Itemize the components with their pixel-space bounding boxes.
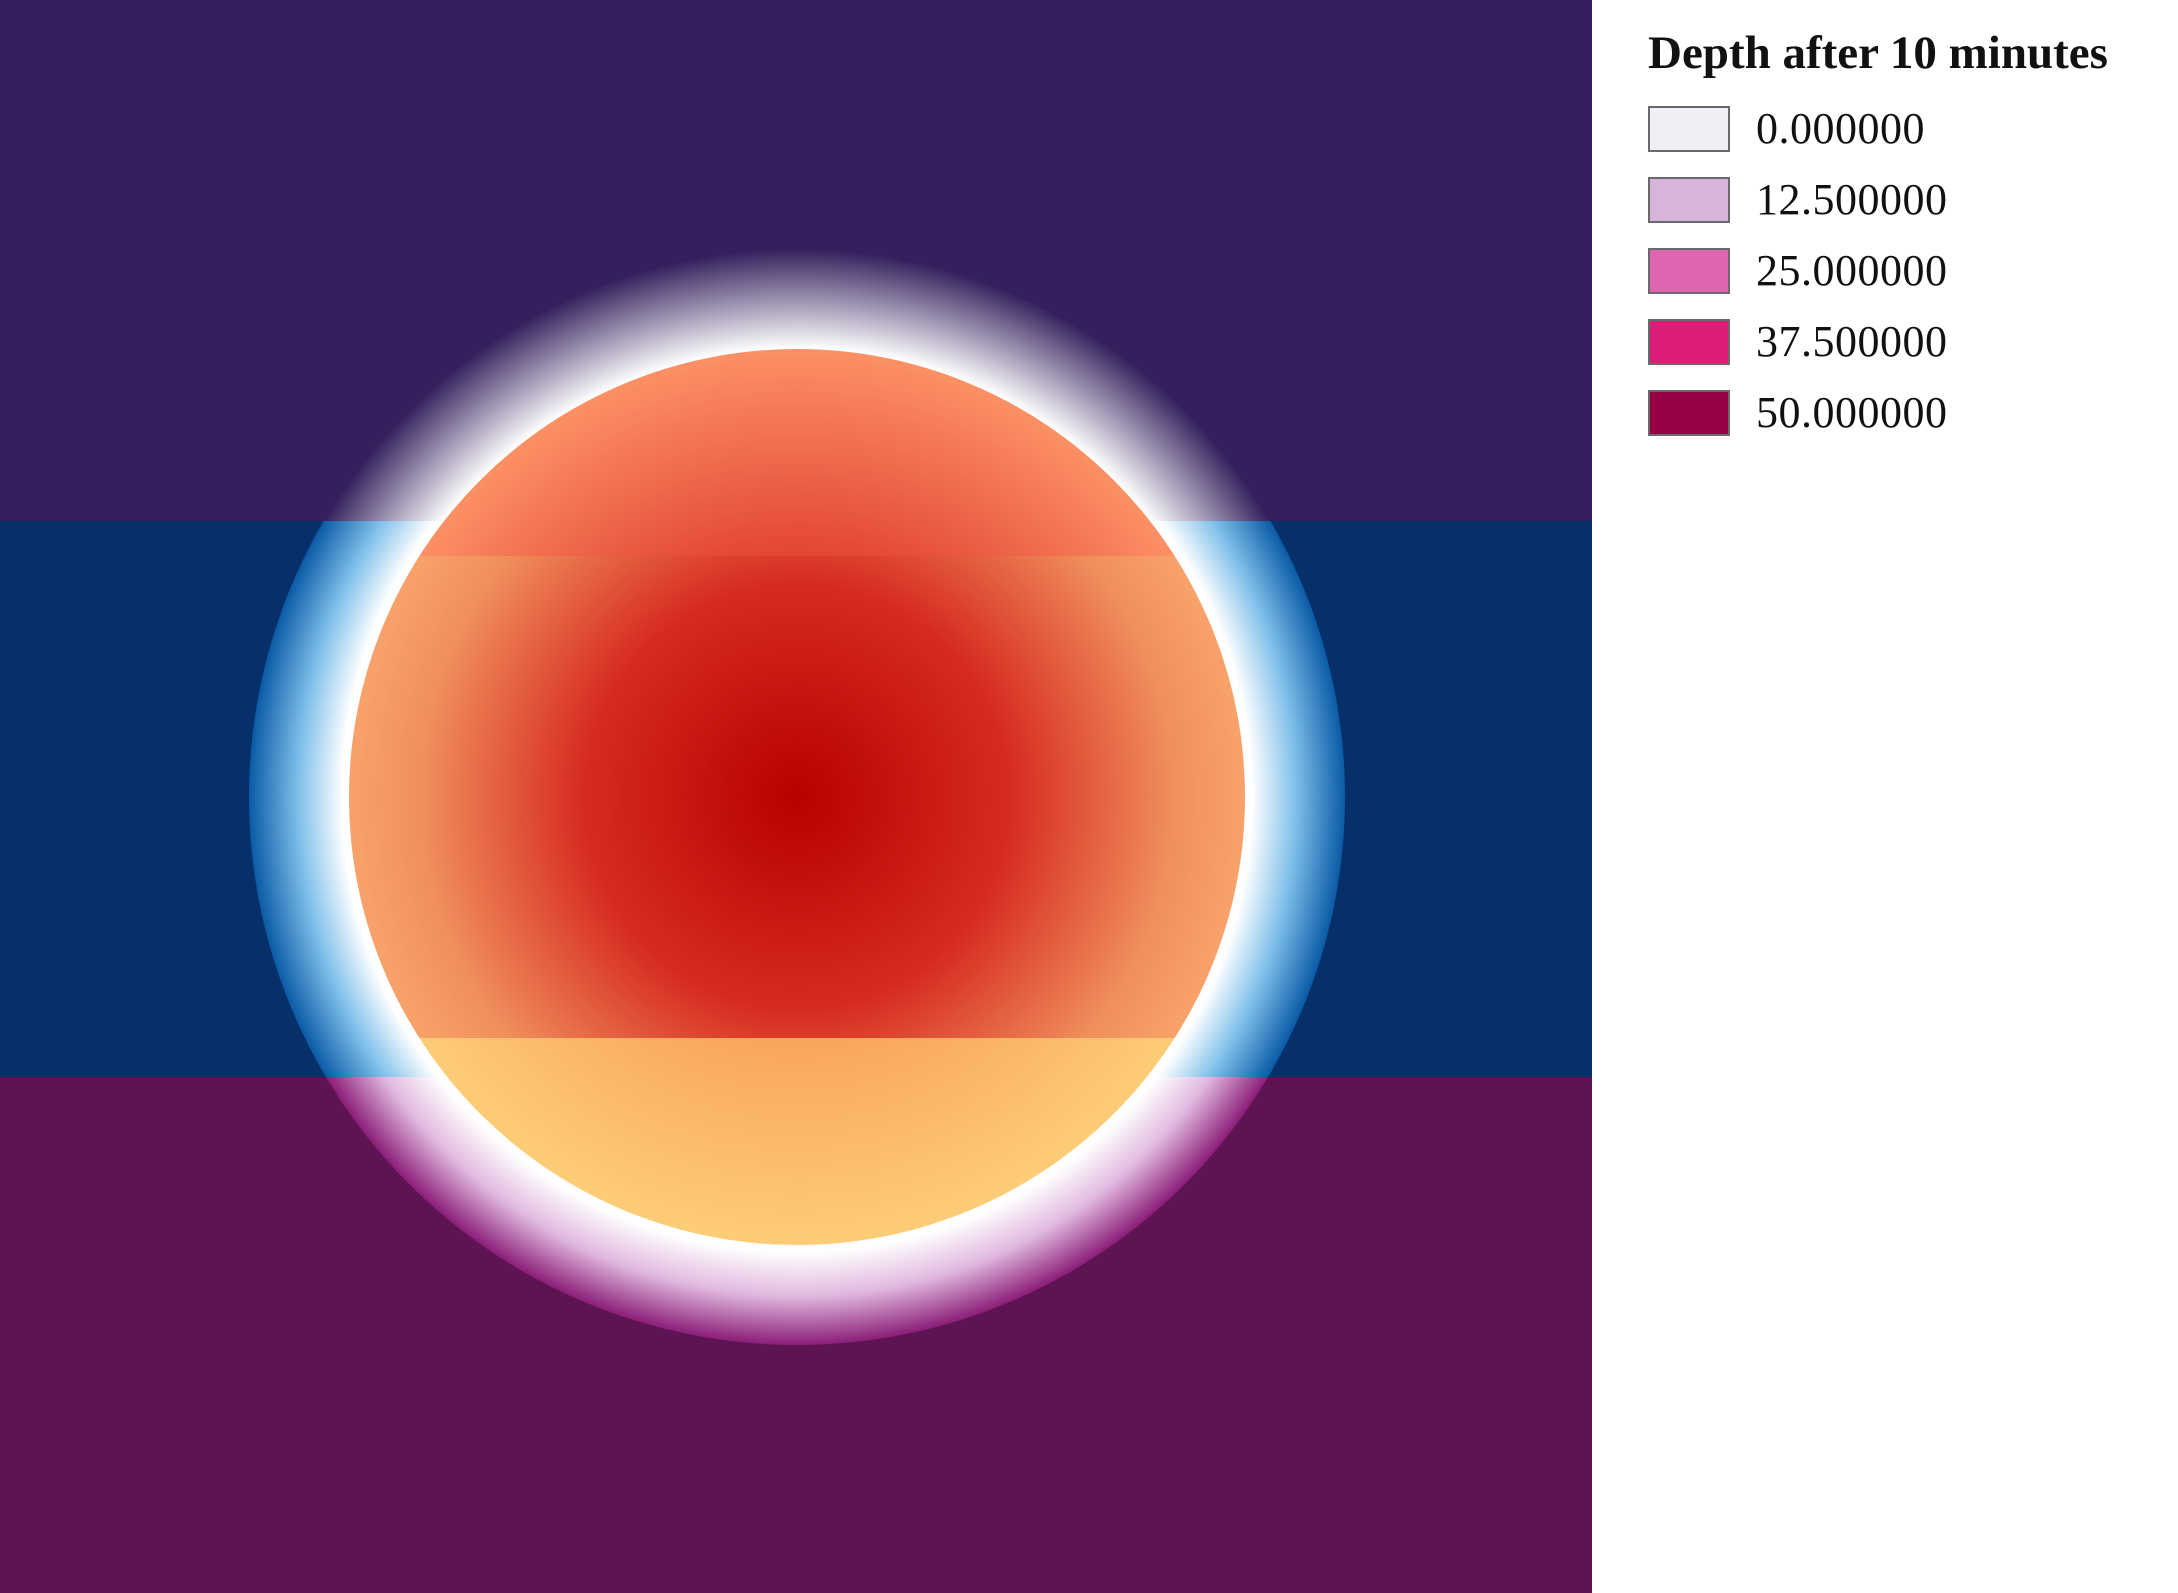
- legend-items: 0.000000 12.500000 25.000000 37.500000 5…: [1648, 93, 2168, 448]
- legend-label: 25.000000: [1756, 245, 1948, 295]
- inner-circle-middle-section: [349, 556, 1245, 1038]
- legend-item: 0.000000: [1648, 93, 2168, 164]
- legend-item: 25.000000: [1648, 235, 2168, 306]
- legend-swatch: [1648, 247, 1730, 294]
- legend-swatch: [1648, 389, 1730, 436]
- legend-label: 50.000000: [1756, 387, 1948, 437]
- legend-swatch: [1648, 105, 1730, 152]
- legend-swatch: [1648, 176, 1730, 223]
- legend-label: 0.000000: [1756, 103, 1925, 153]
- legend-item: 50.000000: [1648, 377, 2168, 448]
- legend-swatch: [1648, 318, 1730, 365]
- legend-item: 37.500000: [1648, 306, 2168, 377]
- legend-title: Depth after 10 minutes: [1648, 27, 2108, 79]
- inner-depth-circle: [349, 349, 1245, 1245]
- map-legend: Depth after 10 minutes 0.000000 12.50000…: [1648, 26, 2168, 448]
- legend-item: 12.500000: [1648, 164, 2168, 235]
- map-canvas: [0, 0, 1592, 1593]
- legend-label: 12.500000: [1756, 174, 1948, 224]
- legend-label: 37.500000: [1756, 316, 1948, 366]
